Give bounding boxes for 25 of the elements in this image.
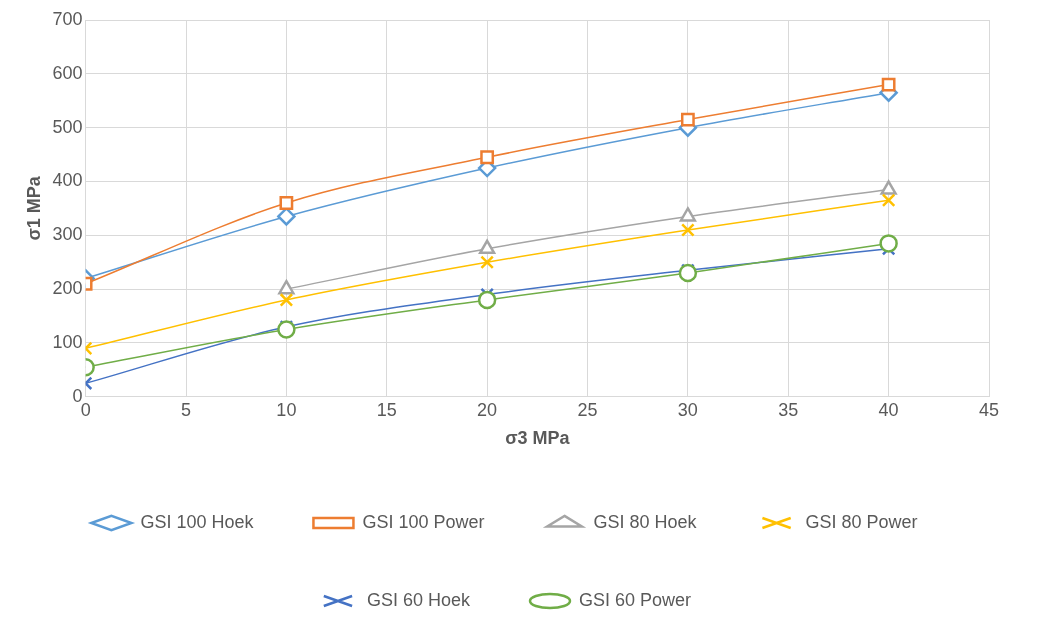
y-tick-label: 200 xyxy=(52,278,83,299)
legend-label: GSI 100 Power xyxy=(362,511,485,532)
y-tick-label: 400 xyxy=(52,170,83,191)
x-tick-label: 10 xyxy=(276,399,297,420)
x-tick-label: 20 xyxy=(477,399,498,420)
y-tick-label: 100 xyxy=(52,331,83,352)
x-tick-label: 45 xyxy=(978,399,1000,420)
y-tick-label: 700 xyxy=(52,8,83,29)
x-tick-label: 15 xyxy=(376,399,397,420)
x-tick-label: 5 xyxy=(181,399,192,420)
y-tick-label: 300 xyxy=(52,224,83,245)
legend-label: GSI 80 Hoek xyxy=(593,511,698,532)
x-tick-label: 35 xyxy=(778,399,799,420)
legend-label: GSI 60 Hoek xyxy=(366,589,471,610)
y-tick-label: 0 xyxy=(72,385,83,406)
x-tick-label: 25 xyxy=(577,399,598,420)
y-tick-label: 600 xyxy=(52,62,83,83)
legend-label: GSI 60 Power xyxy=(579,589,692,610)
x-axis-title: σ3 MPa xyxy=(505,428,571,449)
x-tick-label: 30 xyxy=(677,399,698,420)
legend-label: GSI 80 Power xyxy=(805,511,918,532)
y-axis-title: σ1 MPa xyxy=(23,175,44,241)
y-tick-label: 500 xyxy=(52,116,83,137)
legend-label: GSI 100 Hoek xyxy=(140,511,255,532)
x-tick-label: 40 xyxy=(878,399,899,420)
